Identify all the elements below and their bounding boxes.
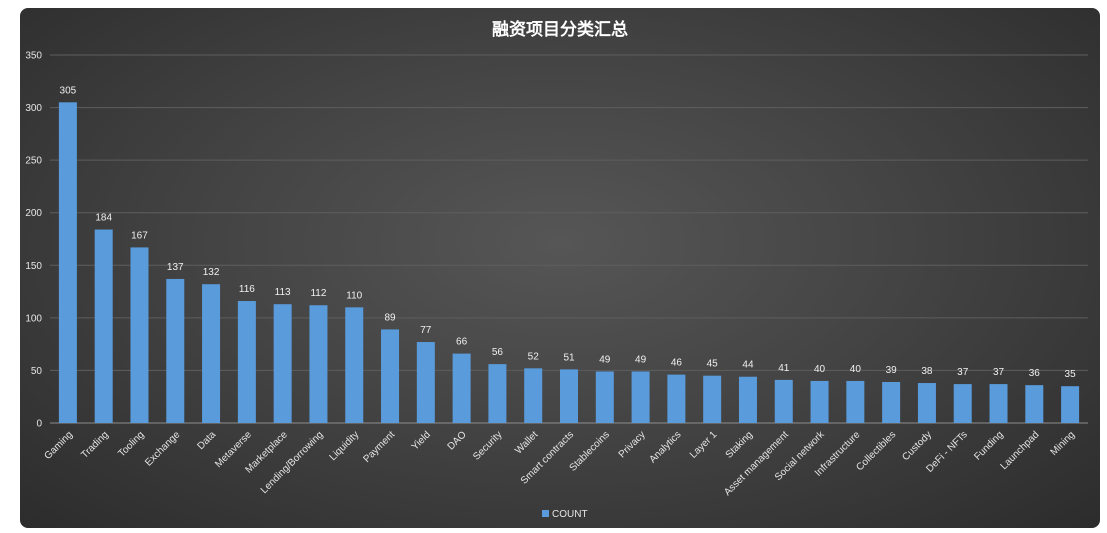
bar: [202, 284, 221, 423]
legend-label-count: COUNT: [552, 509, 588, 520]
bar: [166, 278, 185, 423]
bars: [58, 102, 1080, 424]
x-tick-label: Analytics: [647, 429, 683, 465]
bar: [846, 380, 865, 423]
data-label: 46: [671, 358, 683, 369]
data-label: 66: [456, 337, 468, 348]
bar: [488, 364, 507, 423]
x-tick-label: Staking: [724, 429, 755, 460]
data-label: 51: [563, 352, 575, 363]
x-tick-label: Gaming: [42, 429, 75, 462]
x-tick-label: Wallet: [513, 429, 540, 456]
y-tick-label: 300: [25, 103, 42, 114]
data-label: 40: [850, 364, 862, 375]
data-label: 45: [707, 359, 719, 370]
x-tick-label: Layer 1: [688, 429, 720, 461]
bar: [953, 384, 972, 423]
data-label: 52: [528, 351, 540, 362]
bar: [452, 353, 471, 423]
bar: [524, 368, 543, 423]
bar: [631, 371, 650, 423]
x-tick-label: Security: [471, 429, 504, 462]
x-tick-label: Liquidity: [328, 429, 362, 463]
x-tick-label: Tooling: [116, 429, 146, 459]
legend-swatch: [542, 510, 549, 517]
data-label: 137: [167, 262, 184, 273]
data-label: 36: [1029, 368, 1041, 379]
y-tick-label: 150: [25, 261, 42, 272]
bar: [738, 376, 757, 423]
data-label: 44: [742, 360, 754, 371]
gridlines: [50, 54, 1088, 424]
x-tick-label: Trading: [79, 429, 110, 460]
bar: [345, 307, 364, 423]
data-label: 38: [921, 366, 933, 377]
bar: [917, 383, 936, 423]
data-labels: 305 184 167 137 132 116 113 112 110 89 77 66 56 52 51 4…: [60, 85, 1077, 380]
x-tick-label: Data: [195, 429, 218, 452]
y-tick-label: 200: [25, 208, 42, 219]
data-label: 41: [778, 363, 790, 374]
y-tick-label: 250: [25, 156, 42, 167]
bar: [1025, 385, 1044, 423]
bar: [130, 247, 149, 423]
y-tick-label: 350: [25, 51, 42, 62]
data-label: 37: [957, 367, 969, 378]
y-tick-label: 0: [36, 419, 42, 430]
x-tick-label: Mining: [1049, 429, 1078, 458]
data-label: 89: [384, 312, 396, 323]
x-tick-label: Privacy: [617, 429, 648, 460]
bar: [1061, 386, 1080, 423]
data-label: 110: [346, 290, 362, 301]
x-tick-label: Launchpad: [999, 429, 1042, 472]
x-tick-label: Asset management: [722, 429, 791, 498]
data-label: 40: [814, 364, 826, 375]
data-label: 113: [275, 287, 291, 298]
bar: [237, 301, 256, 423]
data-label: 305: [60, 85, 77, 96]
bar: [667, 374, 686, 423]
x-tick-label: Custody: [900, 429, 934, 463]
x-tick-label: Exchange: [143, 429, 183, 469]
bar: [416, 342, 435, 423]
data-label: 116: [239, 284, 255, 295]
data-label: 49: [599, 354, 611, 365]
data-label: 132: [203, 267, 220, 278]
data-label: 112: [310, 288, 326, 299]
bar: [560, 369, 578, 423]
legend: COUNT: [542, 509, 588, 520]
data-label: 77: [420, 325, 432, 336]
x-tick-label: Yield: [410, 429, 433, 452]
bar: [381, 329, 400, 423]
x-tick-label: Lending/Borrowing: [259, 429, 326, 496]
data-label: 56: [492, 347, 504, 358]
bar: [810, 380, 829, 423]
y-axis: 0 50 100 150 200 250 300 350: [25, 51, 42, 430]
bar: [273, 304, 292, 423]
bar: [703, 375, 722, 423]
y-tick-label: 50: [31, 366, 43, 377]
data-label: 184: [95, 213, 112, 224]
bar: [94, 229, 113, 423]
data-label: 35: [1065, 369, 1077, 380]
x-tick-label: DAO: [446, 429, 469, 452]
chart-panel: 融资项目分类汇总 0 50 100 150 200 250 300 350 305 184 167…: [20, 8, 1100, 528]
bar: [58, 102, 77, 424]
data-label: 49: [635, 354, 647, 365]
bar: [882, 381, 901, 423]
bar: [774, 379, 793, 423]
bar: [989, 384, 1008, 423]
data-label: 39: [886, 365, 898, 376]
y-tick-label: 100: [25, 313, 42, 324]
bar: [595, 371, 614, 423]
chart-title: 融资项目分类汇总: [492, 19, 628, 40]
data-label: 167: [131, 230, 148, 241]
x-tick-label: Payment: [361, 429, 397, 465]
bar-chart: 融资项目分类汇总 0 50 100 150 200 250 300 350 305 184 167…: [25, 19, 1088, 520]
bar: [309, 305, 328, 423]
x-tick-label: Funding: [972, 429, 1005, 462]
data-label: 37: [993, 367, 1005, 378]
